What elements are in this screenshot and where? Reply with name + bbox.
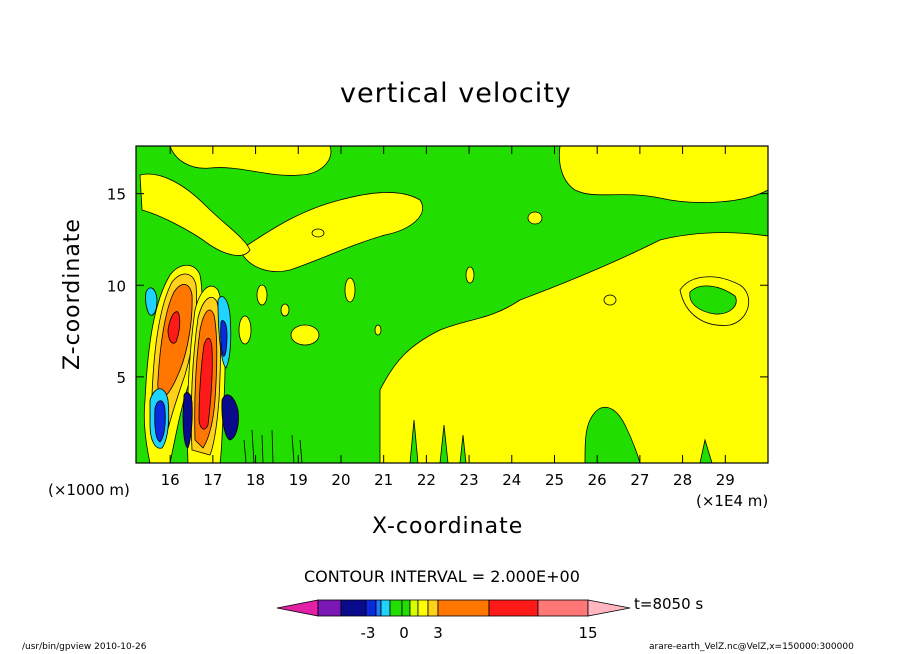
x-tick-label: 22 xyxy=(417,471,436,489)
contour-field xyxy=(136,146,768,463)
x-tick-label: 24 xyxy=(502,471,521,489)
colorbar-segment xyxy=(317,599,342,617)
colorbar-segment xyxy=(380,599,391,617)
x-tick-label: 25 xyxy=(545,471,564,489)
x-axis: 16 17 18 19 20 21 22 23 24 25 26 27 28 29 xyxy=(161,146,735,489)
x-tick-label: 16 xyxy=(161,471,180,489)
yellow-patch-top xyxy=(169,146,332,176)
yellow-region-upper-right xyxy=(558,146,768,203)
x-tick-label: 20 xyxy=(331,471,350,489)
green-island-lower xyxy=(584,407,641,463)
colorbar-segment xyxy=(537,599,589,617)
colorbar-segment xyxy=(488,599,539,617)
y-axis-label: Z-coordinate xyxy=(60,218,85,370)
cell-east-red xyxy=(198,337,213,430)
colorbar-segment xyxy=(437,599,490,617)
yellow-region-lower-right xyxy=(379,232,768,463)
contour-interval-label: CONTOUR INTERVAL = 2.000E+00 xyxy=(304,567,580,586)
y-tick-label: 10 xyxy=(107,277,126,295)
colorbar-tick-label: 3 xyxy=(433,624,443,642)
x-tick-label: 23 xyxy=(460,471,479,489)
scattered-yellow-blobs xyxy=(238,211,617,346)
green-island-right xyxy=(689,285,737,315)
downdraft-east-blue xyxy=(220,320,228,357)
colorbar: -3 0 3 15 xyxy=(276,599,631,642)
footer-right: arare-earth_VelZ.nc@VelZ,x=150000:300000 xyxy=(649,642,854,652)
colorbar-segment xyxy=(340,599,367,617)
x-tick-label: 17 xyxy=(203,471,222,489)
colorbar-segment xyxy=(409,599,419,617)
colorbar-tick-label: -3 xyxy=(361,624,376,642)
x-tick-label: 29 xyxy=(716,471,735,489)
downdraft-east-navy xyxy=(221,394,239,441)
x-tick-label: 21 xyxy=(374,471,393,489)
x-tick-label: 28 xyxy=(673,471,692,489)
colorbar-tick-label: 15 xyxy=(578,624,597,642)
x-tick-label: 19 xyxy=(289,471,308,489)
x-scale-label: (×1E4 m) xyxy=(696,492,769,510)
time-label: t=8050 s xyxy=(634,595,704,613)
y-tick-label: 15 xyxy=(107,186,126,204)
y-axis: 5 10 15 xyxy=(107,186,768,387)
x-tick-label: 18 xyxy=(246,471,265,489)
colorbar-segment xyxy=(401,599,411,617)
yellow-band-mid xyxy=(239,192,423,272)
footer-left: /usr/bin/gpview 2010-10-26 xyxy=(22,642,147,652)
x-axis-label: X-coordinate xyxy=(372,514,524,539)
green-streaks-lower xyxy=(409,419,713,463)
plot-frame xyxy=(135,145,769,464)
colorbar-segment xyxy=(417,599,429,617)
colorbar-min-arrow xyxy=(276,599,319,617)
colorbar-segment xyxy=(375,599,382,617)
downdraft-left-edge-cyan xyxy=(145,287,158,316)
downdraft-west-blue xyxy=(154,400,166,443)
y-tick-label: 5 xyxy=(116,369,126,387)
yellow-band-upper-left xyxy=(139,173,251,256)
colorbar-segment xyxy=(365,599,377,617)
x-tick-label: 26 xyxy=(588,471,607,489)
colorbar-max-arrow xyxy=(587,599,631,617)
colorbar-segment xyxy=(427,599,439,617)
downdraft-mid-navy xyxy=(182,391,193,449)
x-unit-label: (×1000 m) xyxy=(48,481,130,499)
contour-line-streaks xyxy=(243,429,303,463)
chart-title: vertical velocity xyxy=(340,78,572,109)
x-tick-label: 27 xyxy=(630,471,649,489)
cell-west-red xyxy=(167,311,181,344)
colorbar-segment xyxy=(389,599,403,617)
colorbar-tick-label: 0 xyxy=(399,624,409,642)
